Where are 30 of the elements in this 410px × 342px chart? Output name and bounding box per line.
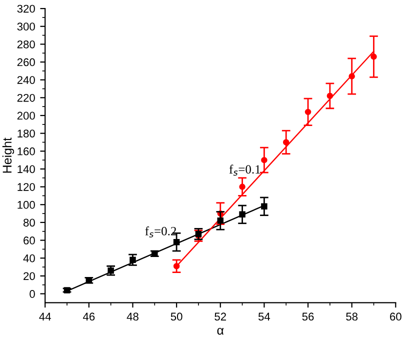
x-tick-label: 56 [302,312,314,321]
y-tick-label: 260 [17,58,35,66]
x-tick-label: 50 [170,312,182,321]
x-tick-label: 46 [82,312,95,321]
x-tick-label: 60 [390,312,402,321]
y-tick-label: 240 [17,76,35,84]
y-tick-label: 40 [23,254,35,262]
x-tick-label: 48 [126,312,138,321]
y-tick-label: 100 [18,200,35,209]
x-tick-label: 52 [214,312,226,321]
annotation: f$_{s}$=0.1 [229,164,260,176]
y-tick-label: 300 [17,22,35,31]
y-tick-label: 320 [17,4,35,13]
y-tick-label: 120 [18,183,35,191]
x-tick-label: 58 [346,312,358,321]
x-tick-label: 44 [39,312,51,320]
y-tick-label: 220 [17,94,35,102]
y-tick-label: 80 [24,218,35,227]
x-tick-label: 54 [258,312,270,321]
y-tick-label: 160 [18,147,35,156]
y-axis-title: Height [2,138,14,173]
x-axis-title: α [217,328,224,335]
y-tick-label: 60 [24,236,35,244]
y-tick-label: 280 [17,40,35,48]
y-tick-label: 140 [18,165,35,174]
y-tick-label: 20 [24,272,35,280]
y-tick-label: 0 [30,290,35,298]
y-tick-label: 180 [18,130,35,138]
annotation: f$_{s}$=0.2 [145,226,176,238]
y-tick-label: 200 [17,112,35,120]
